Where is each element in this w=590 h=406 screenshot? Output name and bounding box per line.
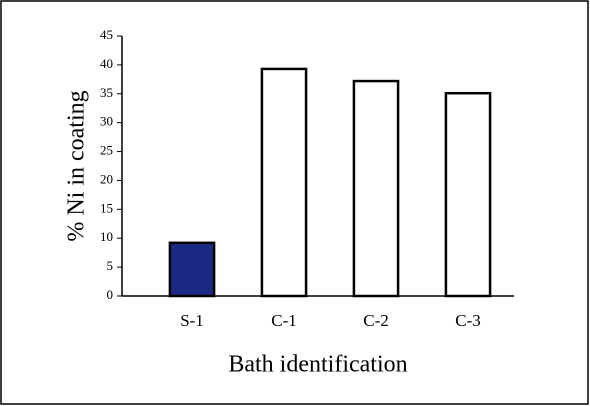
x-tick-label: S-1 [180, 311, 204, 330]
bar [168, 241, 216, 298]
y-tick-label: 45 [100, 27, 113, 42]
y-tick-label: 0 [107, 287, 114, 302]
y-tick-label: 10 [100, 229, 113, 244]
x-tick-label: C-3 [455, 311, 481, 330]
bar [260, 67, 308, 298]
y-tick-label: 25 [100, 143, 113, 158]
y-tick-label: 20 [100, 171, 113, 186]
y-tick-label: 5 [107, 258, 114, 273]
x-tick-label: C-1 [271, 311, 297, 330]
y-tick-label: 30 [100, 114, 113, 129]
y-tick-label: 35 [100, 85, 113, 100]
x-tick-label: C-2 [363, 311, 389, 330]
x-axis-label: Bath identification [228, 352, 407, 378]
bar [444, 91, 492, 298]
y-tick-label: 40 [100, 56, 113, 71]
bar [352, 79, 400, 298]
y-axis-label: % Ni in coating [64, 90, 90, 241]
y-tick-label: 15 [100, 200, 113, 215]
